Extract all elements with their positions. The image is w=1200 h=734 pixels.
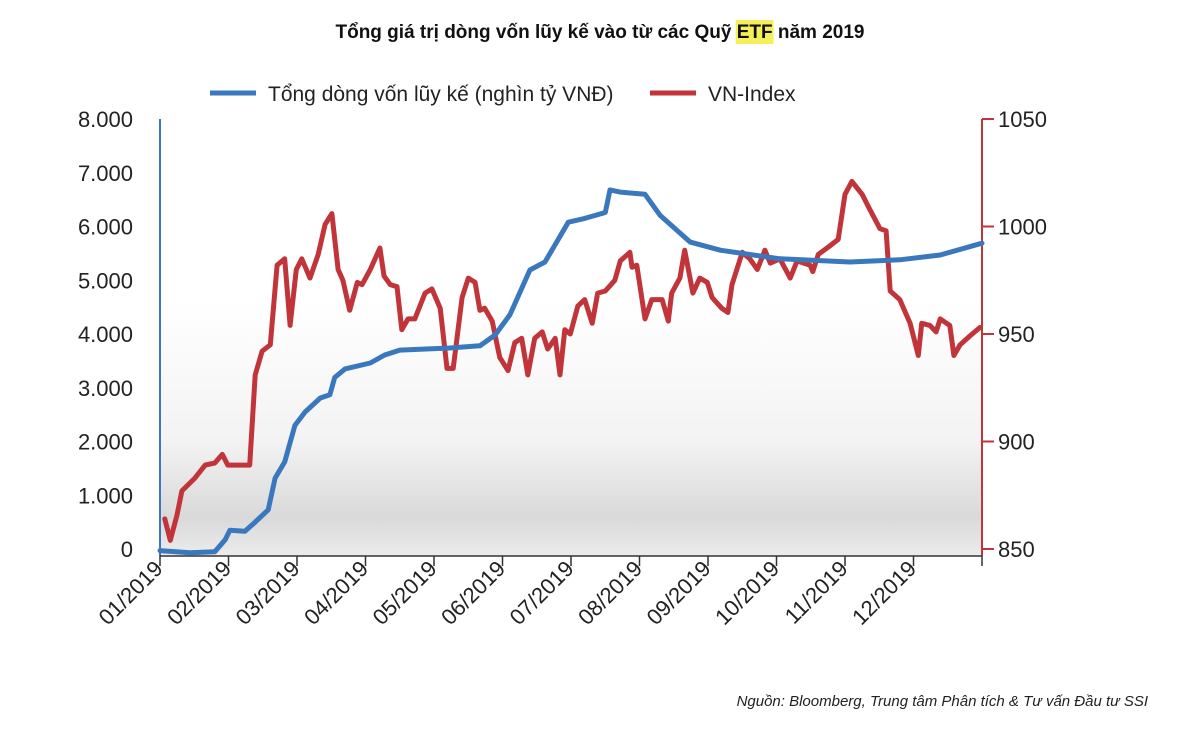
y-right-tick-label: 950 xyxy=(998,322,1035,347)
y-left-tick-label: 8.000 xyxy=(78,107,133,132)
source-note: Nguồn: Bloomberg, Trung tâm Phân tích & … xyxy=(737,693,1148,710)
x-tick-label: 10/2019 xyxy=(710,556,784,630)
y-left-tick-label: 3.000 xyxy=(78,376,133,401)
x-tick-label: 01/2019 xyxy=(94,556,168,630)
y-left-tick-label: 4.000 xyxy=(78,322,133,347)
x-tick-label: 09/2019 xyxy=(642,556,716,630)
x-tick-label: 04/2019 xyxy=(299,556,373,630)
legend-label-flow: Tổng dòng vốn lũy kế (nghìn tỷ VNĐ) xyxy=(268,83,614,106)
x-tick-label: 06/2019 xyxy=(436,556,510,630)
legend: Tổng dòng vốn lũy kế (nghìn tỷ VNĐ) VN-I… xyxy=(210,83,796,106)
x-tick-label: 03/2019 xyxy=(231,556,305,630)
title-highlight-etf: ETF xyxy=(737,22,773,43)
title-highlight-background xyxy=(735,20,774,44)
legend-label-vnindex: VN-Index xyxy=(708,83,796,106)
y-right-tick-label: 900 xyxy=(998,430,1035,455)
series-line-vn-index xyxy=(162,178,983,543)
x-tick-label: 11/2019 xyxy=(780,556,853,629)
x-tick-label: 08/2019 xyxy=(573,556,647,630)
x-tick-label: 12/2019 xyxy=(847,556,921,630)
x-tick-label: 07/2019 xyxy=(505,556,579,630)
x-tick-label: 02/2019 xyxy=(162,556,236,630)
y-left-tick-label: 7.000 xyxy=(78,161,133,186)
chart-title: Tổng giá trị dòng vốn lũy kế vào từ các … xyxy=(335,22,864,43)
y-left-tick-label: 5.000 xyxy=(78,268,133,293)
y-left-tick-label: 2.000 xyxy=(78,430,133,455)
y-left-tick-label: 6.000 xyxy=(78,215,133,240)
x-tick-label: 05/2019 xyxy=(368,556,442,630)
y-right-tick-label: 1000 xyxy=(998,215,1047,240)
y-right-tick-label: 850 xyxy=(998,537,1035,562)
y-left-tick-label: 1.000 xyxy=(78,483,133,508)
series-line-cumulative-flow xyxy=(157,187,985,556)
y-right-tick-label: 1050 xyxy=(998,107,1047,132)
y-left-tick-label: 0 xyxy=(121,537,133,562)
plot-background xyxy=(161,300,981,556)
